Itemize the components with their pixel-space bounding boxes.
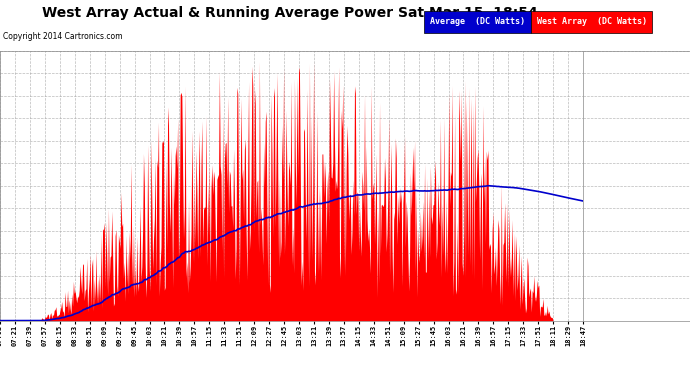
Text: West Array  (DC Watts): West Array (DC Watts) — [537, 17, 647, 26]
Text: Copyright 2014 Cartronics.com: Copyright 2014 Cartronics.com — [3, 32, 123, 41]
Text: West Array Actual & Running Average Power Sat Mar 15  18:54: West Array Actual & Running Average Powe… — [42, 6, 538, 20]
Text: Average  (DC Watts): Average (DC Watts) — [431, 17, 525, 26]
